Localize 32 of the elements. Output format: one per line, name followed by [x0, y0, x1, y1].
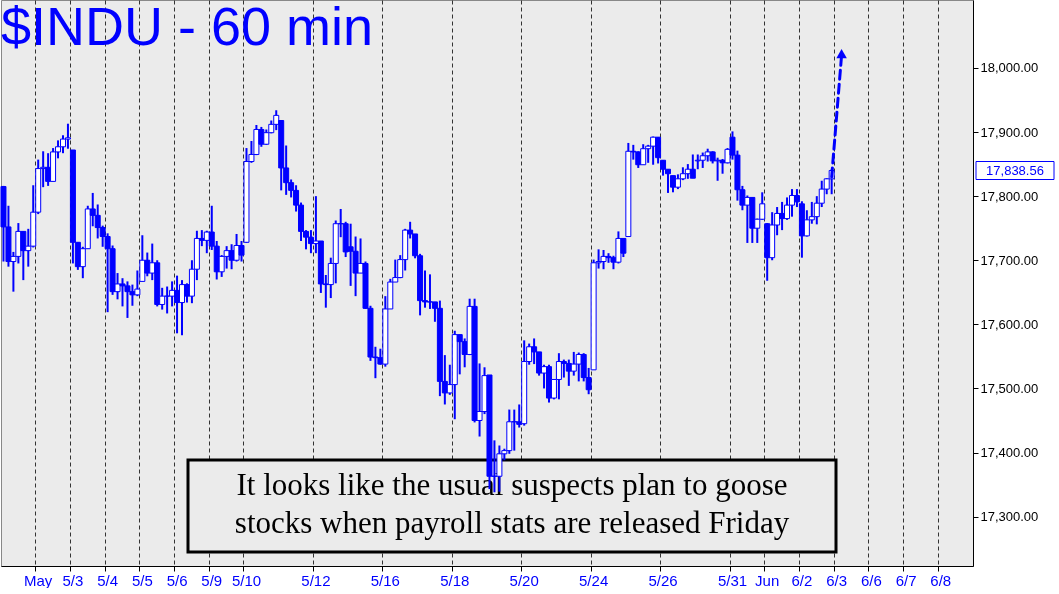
x-tick-label: 5/16 — [370, 571, 400, 589]
chart-title: $INDU - 60 min — [1, 0, 374, 56]
y-tick-label: 17,700.00 — [980, 252, 1039, 268]
x-tick-label: 6/7 — [895, 571, 917, 589]
y-tick-label: 17,500.00 — [980, 380, 1039, 396]
y-tick-label: 18,000.00 — [980, 60, 1039, 76]
x-tick-label: 5/12 — [301, 571, 331, 589]
x-tick-label: 5/6 — [166, 571, 188, 589]
y-tick-label: 17,300.00 — [980, 509, 1039, 525]
x-tick-label: 5/9 — [201, 571, 223, 589]
x-tick-label: 5/4 — [97, 571, 119, 589]
x-tick-label: May — [24, 571, 53, 589]
x-tick-label: 5/31 — [717, 571, 748, 589]
x-tick-label: 5/26 — [648, 571, 678, 589]
x-tick-label: Jun — [755, 571, 780, 589]
text: 17,838.56 — [986, 162, 1044, 178]
x-tick-label: 5/24 — [579, 571, 609, 589]
x-tick-label: 5/3 — [62, 571, 84, 589]
x-tick-label: 6/6 — [860, 571, 882, 589]
x-tick-label: 5/5 — [131, 571, 153, 589]
x-tick-label: 5/10 — [231, 571, 262, 589]
candlestick — [64, 122, 71, 150]
x-tick-label: 6/3 — [826, 571, 848, 589]
y-tick-label: 17,600.00 — [980, 316, 1039, 332]
y-tick-label: 17,800.00 — [980, 188, 1039, 204]
candlestick — [570, 350, 577, 377]
y-tick-label: 17,400.00 — [980, 445, 1039, 461]
x-tick-label: 5/18 — [440, 571, 470, 589]
y-tick-label: 17,900.00 — [980, 124, 1039, 140]
x-tick-label: 5/20 — [509, 571, 539, 589]
x-tick-label: 6/2 — [791, 571, 813, 589]
x-tick-label: 6/8 — [930, 571, 952, 589]
